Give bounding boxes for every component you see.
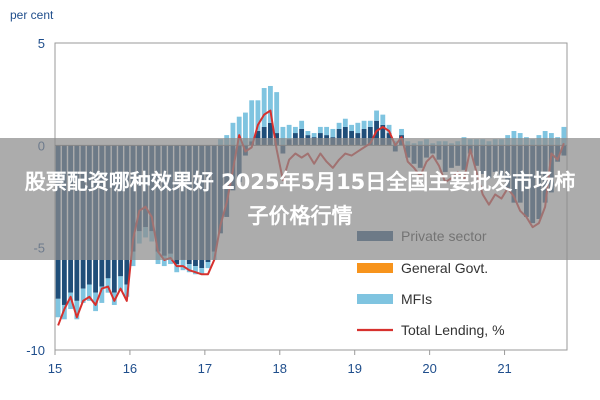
- bar-private-sector: [261, 126, 267, 146]
- bar-mfis: [267, 85, 273, 123]
- bar-mfis: [280, 126, 286, 146]
- bar-mfis: [86, 284, 92, 301]
- x-tick-label: 21: [497, 361, 511, 376]
- bar-private-sector: [299, 128, 305, 146]
- x-tick-label: 20: [422, 361, 436, 376]
- x-axis-ticks: 15 16 17 18 19 20 21: [48, 350, 512, 376]
- bar-private-sector: [367, 126, 373, 146]
- bar-mfis: [174, 264, 180, 273]
- bar-mfis: [68, 292, 74, 310]
- title-overlay: 股票配资哪种效果好 2025年5月15日全国主要批发市场柿子价格行情: [0, 138, 600, 260]
- x-tick-label: 16: [123, 361, 137, 376]
- bar-mfis: [61, 304, 67, 320]
- bar-mfis: [386, 124, 392, 134]
- legend-label: Total Lending, %: [401, 322, 505, 338]
- bar-mfis: [105, 278, 111, 293]
- bar-mfis: [349, 124, 354, 132]
- bar-mfis: [199, 268, 205, 275]
- legend-swatch: [357, 294, 393, 304]
- bar-private-sector: [380, 124, 386, 146]
- bar-private-sector: [342, 126, 348, 146]
- y-tick-label: -10: [26, 343, 45, 358]
- bar-mfis: [367, 120, 373, 127]
- y-axis-label: per cent: [10, 8, 54, 22]
- overlay-title: 股票配资哪种效果好 2025年5月15日全国主要批发市场柿子价格行情: [24, 170, 576, 228]
- bar-mfis: [124, 284, 130, 297]
- bar-private-sector: [267, 122, 273, 146]
- bar-mfis: [55, 298, 61, 318]
- bar-mfis: [336, 122, 342, 129]
- bar-mfis: [93, 292, 98, 312]
- bar-mfis: [317, 126, 323, 134]
- bar-mfis: [286, 124, 292, 140]
- x-tick-label: 19: [347, 361, 361, 376]
- x-tick-label: 15: [48, 361, 62, 376]
- bar-mfis: [261, 88, 267, 127]
- bar-mfis: [193, 266, 198, 275]
- bar-mfis: [561, 126, 567, 146]
- bar-mfis: [230, 122, 236, 146]
- bar-mfis: [305, 131, 311, 136]
- bar-mfis: [311, 133, 317, 138]
- bar-mfis: [361, 120, 367, 129]
- bar-mfis: [292, 126, 298, 134]
- bar-mfis: [274, 92, 280, 134]
- bar-mfis: [299, 120, 305, 129]
- bar-mfis: [236, 116, 242, 146]
- legend-swatch: [357, 263, 393, 273]
- bar-mfis: [324, 126, 330, 136]
- bar-mfis: [330, 128, 336, 138]
- bar-private-sector: [336, 128, 342, 146]
- bar-mfis: [374, 110, 379, 121]
- bar-mfis: [355, 122, 361, 134]
- bar-mfis: [342, 118, 348, 127]
- bar-mfis: [243, 112, 248, 146]
- bar-mfis: [118, 276, 123, 291]
- bar-mfis: [74, 300, 80, 320]
- bar-mfis: [399, 128, 404, 136]
- legend-label: MFIs: [401, 291, 432, 307]
- x-tick-label: 18: [273, 361, 287, 376]
- bar-mfis: [380, 114, 386, 125]
- bar-mfis: [205, 261, 211, 269]
- bar-mfis: [99, 286, 105, 303]
- y-tick-label: 5: [38, 36, 45, 51]
- x-tick-label: 17: [198, 361, 212, 376]
- bar-mfis: [249, 100, 255, 142]
- bar-mfis: [80, 288, 86, 303]
- bar-private-sector: [361, 128, 367, 146]
- legend-label: General Govt.: [401, 260, 488, 276]
- bar-mfis: [180, 259, 186, 271]
- bar-mfis: [186, 264, 192, 273]
- bar-mfis: [161, 255, 167, 267]
- bar-mfis: [255, 100, 261, 132]
